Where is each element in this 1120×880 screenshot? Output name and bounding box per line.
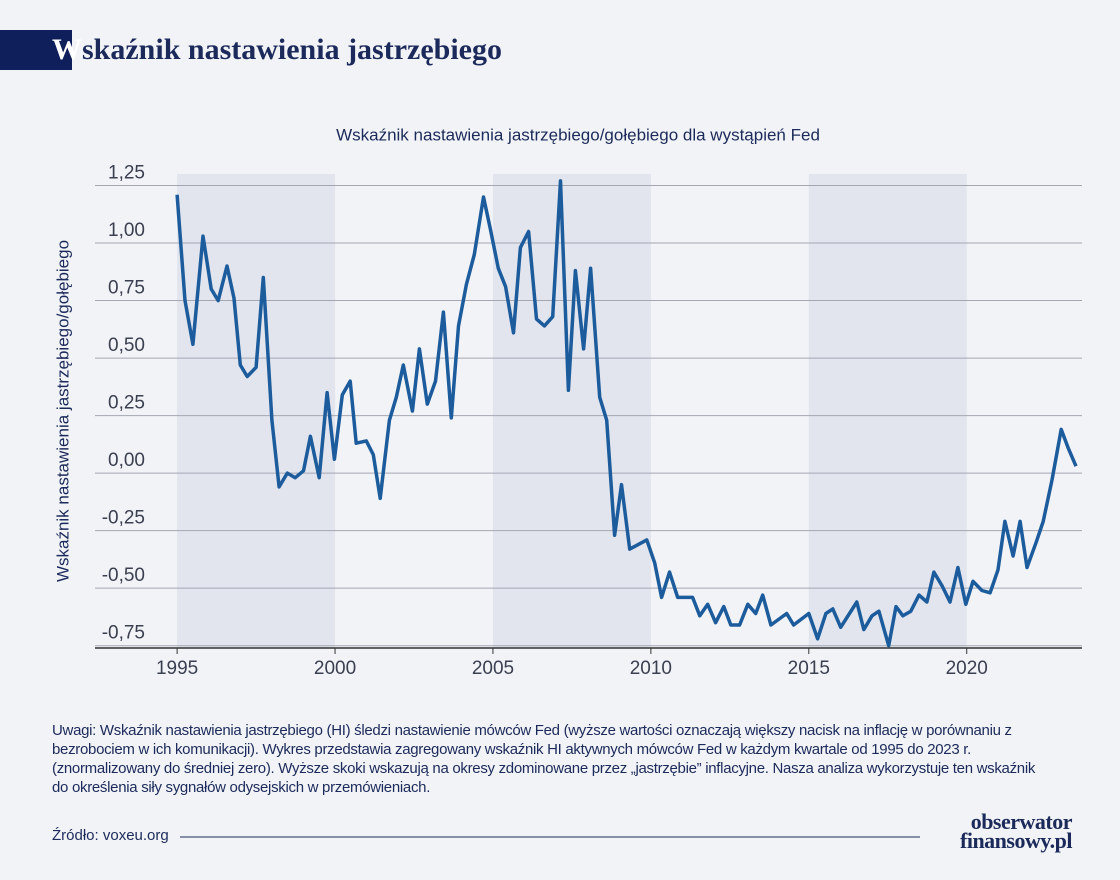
y-tick-label: 1,00 bbox=[108, 220, 145, 241]
y-tick-label: -0,75 bbox=[102, 623, 145, 644]
y-tick-label: 1,25 bbox=[108, 163, 145, 184]
logo: obserwator finansowy.pl bbox=[960, 809, 1073, 853]
x-tick-label: 1995 bbox=[156, 658, 198, 679]
data-line bbox=[175, 179, 1078, 648]
x-tick-label: 2010 bbox=[630, 658, 672, 679]
x-tick-label: 2015 bbox=[788, 658, 830, 679]
y-tick-label: 0,50 bbox=[108, 335, 145, 356]
x-tick-label: 2000 bbox=[314, 658, 356, 679]
title-rest: skaźnik nastawienia jastrzębiego bbox=[82, 33, 502, 66]
page-title: Wskaźnik nastawienia jastrzębiego bbox=[52, 33, 502, 66]
x-tick-label: 2020 bbox=[946, 658, 988, 679]
note: Uwagi: Wskaźnik nastawienia jastrzębiego… bbox=[52, 722, 1036, 796]
shaded-period bbox=[808, 174, 967, 648]
plot: -0,75 -0,50 -0,25 0,00 0,25 0,50 0,75 1,00 1,25 1… bbox=[95, 163, 1082, 679]
shaded-period bbox=[492, 174, 651, 648]
title-block bbox=[0, 30, 72, 70]
title-initial: W bbox=[52, 33, 82, 66]
shaded-period bbox=[177, 174, 336, 648]
source: Źródło: voxeu.org bbox=[52, 827, 169, 844]
y-tick-label: 0,00 bbox=[108, 450, 145, 471]
chart-title: Wskaźnik nastawienia jastrzębiego/gołębi… bbox=[336, 125, 820, 144]
y-tick-label: -0,50 bbox=[102, 565, 145, 586]
logo-top: obserwator bbox=[970, 809, 1073, 834]
y-tick-label: 0,75 bbox=[108, 278, 145, 299]
x-tick-label: 2005 bbox=[472, 658, 514, 679]
logo-bottom: finansowy.pl bbox=[960, 828, 1073, 853]
y-tick-label: 0,25 bbox=[108, 393, 145, 414]
y-tick-label: -0,25 bbox=[102, 508, 145, 529]
y-axis-label: Wskaźnik nastawienia jastrzębiego/gołębi… bbox=[53, 240, 72, 582]
